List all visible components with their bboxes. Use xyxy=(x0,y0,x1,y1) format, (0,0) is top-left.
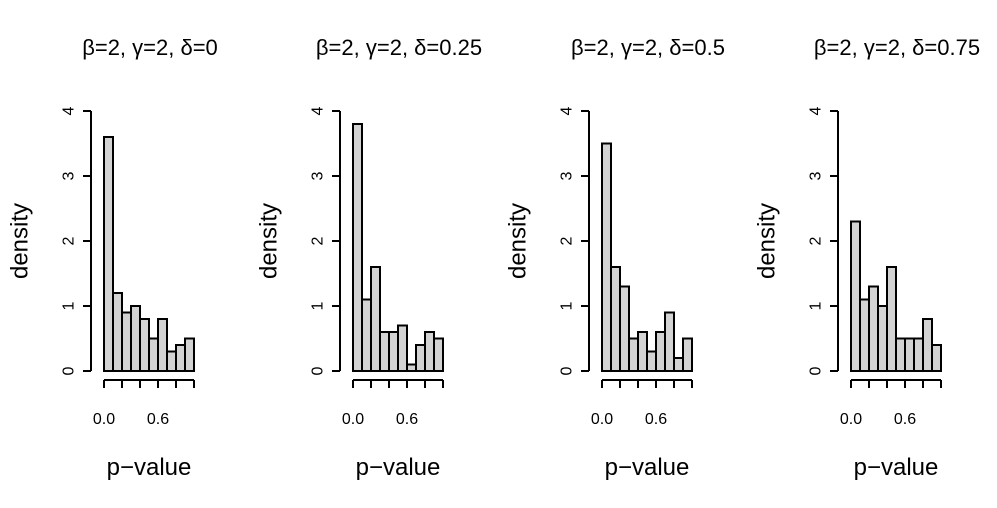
histogram-bar xyxy=(859,298,870,372)
histogram-bar xyxy=(424,331,435,372)
panel-title: β=2, γ=2, δ=0.5 xyxy=(571,35,725,60)
y-tick-label: 1 xyxy=(808,301,825,310)
histogram-bar xyxy=(415,344,426,372)
y-tick-label: 1 xyxy=(310,301,327,310)
histogram-bar xyxy=(682,337,693,372)
histogram-bar xyxy=(877,305,888,372)
y-tick-label: 4 xyxy=(559,106,576,115)
x-tick-label: 0.6 xyxy=(894,411,916,428)
histogram-panel-4: β=2, γ=2, δ=0.75 0 1 2 3 4 0.0 0.6 p−value densit… xyxy=(754,35,981,481)
histogram-panel-2: β=2, γ=2, δ=0.25 0 1 2 3 4 0.0 0.6 p−value densit… xyxy=(256,35,483,481)
y-tick-label: 0 xyxy=(808,366,825,375)
histogram-bar xyxy=(103,136,114,372)
histogram-bar xyxy=(184,337,195,372)
histogram-bar xyxy=(370,266,381,372)
x-axis-title: p−value xyxy=(356,454,441,481)
histogram-bar xyxy=(148,337,159,372)
panel-title: β=2, γ=2, δ=0.75 xyxy=(814,35,980,60)
histogram-bar xyxy=(406,363,417,372)
histogram-bar xyxy=(433,337,444,372)
y-tick-label: 4 xyxy=(310,106,327,115)
x-axis-title: p−value xyxy=(107,454,192,481)
x-tick-label: 0.0 xyxy=(591,411,613,428)
histogram-bar xyxy=(157,318,168,372)
histogram-bar xyxy=(379,331,390,372)
histogram-bar xyxy=(352,123,363,372)
histogram-bar xyxy=(130,305,141,372)
histogram-bar xyxy=(175,344,186,372)
y-tick-label: 3 xyxy=(310,171,327,180)
panel-title: β=2, γ=2, δ=0 xyxy=(82,35,218,60)
histogram-bar xyxy=(601,142,612,372)
histogram-bar xyxy=(619,285,630,372)
x-axis-title: p−value xyxy=(605,454,690,481)
histogram-bar xyxy=(886,266,897,372)
histogram-bar xyxy=(628,337,639,372)
y-tick-label: 0 xyxy=(310,366,327,375)
histogram-bar xyxy=(361,298,372,372)
y-tick-label: 4 xyxy=(61,106,78,115)
x-tick-label: 0.0 xyxy=(342,411,364,428)
y-tick-label: 3 xyxy=(559,171,576,180)
x-tick-label: 0.0 xyxy=(93,411,115,428)
y-tick-label: 2 xyxy=(808,236,825,245)
x-axis-title: p−value xyxy=(854,454,939,481)
y-axis-title: density xyxy=(754,203,781,279)
histogram-bar xyxy=(646,350,657,372)
histogram-bar xyxy=(166,350,177,372)
panel-title: β=2, γ=2, δ=0.25 xyxy=(316,35,482,60)
histogram-bar xyxy=(895,337,906,372)
histogram-bar xyxy=(850,220,861,372)
histogram-bar xyxy=(637,331,648,372)
histogram-bar xyxy=(397,324,408,372)
y-tick-label: 2 xyxy=(61,236,78,245)
histogram-bar xyxy=(655,331,666,372)
histogram-panel-1: β=2, γ=2, δ=0 0 1 2 3 4 0.0 0.6 p−value density xyxy=(7,35,218,481)
y-axis-title: density xyxy=(7,203,34,279)
y-tick-label: 1 xyxy=(559,301,576,310)
histogram-bar xyxy=(112,292,123,372)
histogram-bar xyxy=(904,337,915,372)
y-tick-label: 2 xyxy=(559,236,576,245)
x-tick-label: 0.6 xyxy=(396,411,418,428)
histogram-bar xyxy=(868,285,879,372)
histogram-bar xyxy=(388,331,399,372)
histogram-panel-3: β=2, γ=2, δ=0.5 0 1 2 3 4 0.0 0.6 p−value density xyxy=(505,35,725,481)
histogram-bar xyxy=(664,311,675,372)
y-tick-label: 0 xyxy=(61,366,78,375)
histogram-bar xyxy=(922,318,933,372)
y-axis-title: density xyxy=(505,203,532,279)
histogram-bar xyxy=(121,311,132,372)
y-tick-label: 3 xyxy=(61,171,78,180)
x-tick-label: 0.0 xyxy=(840,411,862,428)
histogram-bar xyxy=(913,337,924,372)
y-tick-label: 1 xyxy=(61,301,78,310)
x-tick-label: 0.6 xyxy=(645,411,667,428)
y-tick-label: 2 xyxy=(310,236,327,245)
histogram-bar xyxy=(610,266,621,372)
histogram-bar xyxy=(139,318,150,372)
y-axis-title: density xyxy=(256,203,283,279)
histogram-bar xyxy=(931,344,942,372)
x-tick-label: 0.6 xyxy=(147,411,169,428)
y-tick-label: 3 xyxy=(808,171,825,180)
y-tick-label: 0 xyxy=(559,366,576,375)
y-tick-label: 4 xyxy=(808,106,825,115)
histogram-bar xyxy=(673,357,684,372)
